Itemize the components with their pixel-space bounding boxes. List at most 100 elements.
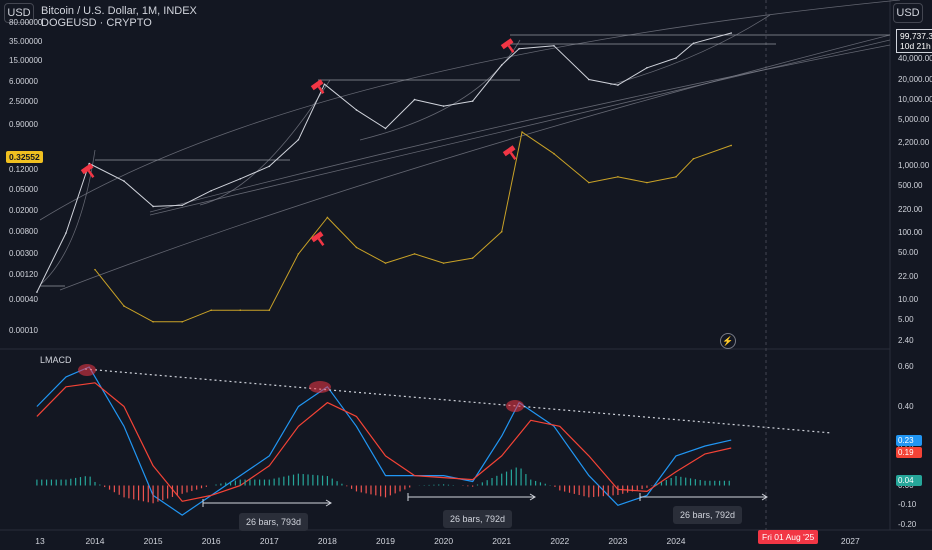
righttick-label: 20,000.00: [898, 74, 932, 84]
btc-point: [239, 177, 242, 180]
btc-price-label: 99,737.30 10d 21h: [896, 29, 932, 53]
lightning-icon[interactable]: ⚡: [720, 333, 736, 349]
xtick-label: 2015: [143, 536, 163, 546]
doge-point: [730, 144, 732, 147]
doge-point: [442, 262, 445, 264]
righttick-label: 0.40: [898, 401, 914, 411]
left-currency-button[interactable]: USD: [4, 3, 34, 23]
trend-curve-7: [609, 14, 771, 86]
btc-point: [692, 42, 695, 45]
top-marker-head: [500, 38, 514, 50]
xtick-label: 2022: [550, 536, 570, 546]
righttick-label: 2.40: [898, 336, 914, 345]
btc-point: [553, 45, 555, 47]
btc-point: [617, 84, 619, 86]
doge-point: [326, 216, 329, 219]
lefttick-label: 80.00000: [9, 18, 43, 27]
indicator-name[interactable]: LMACD: [40, 355, 72, 365]
btc-point: [36, 291, 38, 293]
righttick-label: 100.00: [898, 227, 923, 237]
lefttick-label: 0.02000: [9, 205, 38, 215]
doge-point: [297, 253, 300, 255]
doge-point: [413, 253, 416, 255]
measurement-label-2[interactable]: 26 bars, 792d: [443, 510, 513, 528]
top-marker-head: [310, 79, 324, 91]
btc-line: [36, 32, 732, 293]
righttick-label: 22.00: [898, 271, 919, 281]
measurement-arrowhead: [761, 493, 768, 501]
xtick-label: 2021: [492, 536, 512, 546]
xtick-label: 2027: [840, 536, 860, 546]
top-marker-handle: [509, 151, 517, 160]
righttick-label: 10.00: [898, 294, 919, 304]
macd-value-badge: 0.23: [896, 435, 922, 446]
top-marker-head: [310, 231, 324, 243]
doge-point: [181, 321, 183, 323]
btc-point: [384, 127, 387, 130]
xtick-label: 2018: [317, 536, 337, 546]
lefttick-label: 0.00300: [9, 248, 38, 258]
lefttick-label: 35.00000: [9, 36, 43, 46]
lefttick-label: 15.00000: [9, 55, 43, 65]
righttick-label: 0.60: [898, 362, 914, 371]
lefttick-label: 0.12000: [9, 165, 38, 175]
doge-point: [588, 181, 590, 184]
signal-value-badge: 0.19: [896, 447, 922, 458]
doge-point: [692, 157, 695, 160]
btc-point: [355, 109, 358, 111]
btc-point: [123, 180, 125, 182]
measurement-label-1[interactable]: 26 bars, 793d: [239, 513, 309, 531]
btc-point: [88, 162, 90, 165]
doge-point: [471, 257, 474, 259]
chart-title: Bitcoin / U.S. Dollar, 1M, INDEX: [41, 5, 197, 17]
xtick-label: 2017: [259, 536, 279, 546]
top-marker-icon: [80, 163, 95, 178]
trend-curve-5: [199, 79, 331, 206]
doge-line: [94, 131, 732, 323]
xtick-label: 2023: [608, 536, 628, 546]
doge-point: [94, 268, 96, 271]
top-marker-handle: [87, 169, 95, 178]
lefttick-label: 0.00120: [9, 269, 38, 279]
btc-point: [646, 66, 648, 69]
doge-point: [123, 305, 125, 307]
xtick-label: 2016: [201, 536, 221, 546]
top-marker-icon: [310, 231, 325, 246]
top-marker-handle: [317, 85, 325, 94]
top-marker-icon: [502, 145, 517, 160]
btc-point: [152, 205, 154, 208]
top-marker-head: [502, 145, 516, 157]
btc-point: [471, 100, 474, 102]
macd-peak-highlight: [78, 364, 96, 376]
righttick-label: 220.00: [898, 205, 923, 215]
btc-point: [413, 98, 416, 101]
btc-point: [588, 78, 590, 81]
measurement-label-3[interactable]: 26 bars, 792d: [673, 506, 743, 524]
doge-point: [152, 321, 154, 323]
trend-curve-3: [149, 44, 891, 213]
btc-point: [323, 83, 326, 86]
btc-price-value: 99,737.30: [900, 31, 932, 41]
top-marker-icon: [310, 79, 325, 94]
hist-value-badge: 0.04: [896, 475, 922, 486]
btc-point: [297, 138, 300, 141]
righttick-label: 500.00: [898, 181, 923, 191]
trend-curve-6: [359, 39, 521, 141]
cursor-date-label: Fri 01 Aug '25: [758, 530, 819, 544]
righttick-label: 2,200.00: [898, 138, 930, 148]
lefttick-label: 0.00800: [9, 226, 38, 236]
lefttick-label: 0.05000: [9, 185, 38, 195]
macd-trendline: [84, 368, 833, 434]
btc-point: [500, 64, 503, 66]
xtick-label: 2024: [666, 536, 686, 546]
righttick-label: -0.20: [898, 520, 917, 529]
doge-point: [384, 262, 387, 264]
macd-peak-highlight: [506, 400, 524, 412]
btc-point: [65, 232, 67, 234]
measurement-arrowhead: [325, 499, 332, 507]
right-currency-button[interactable]: USD: [893, 3, 923, 23]
top-marker-handle: [317, 237, 325, 246]
top-marker-head: [80, 163, 94, 175]
righttick-label: -0.10: [898, 500, 917, 510]
